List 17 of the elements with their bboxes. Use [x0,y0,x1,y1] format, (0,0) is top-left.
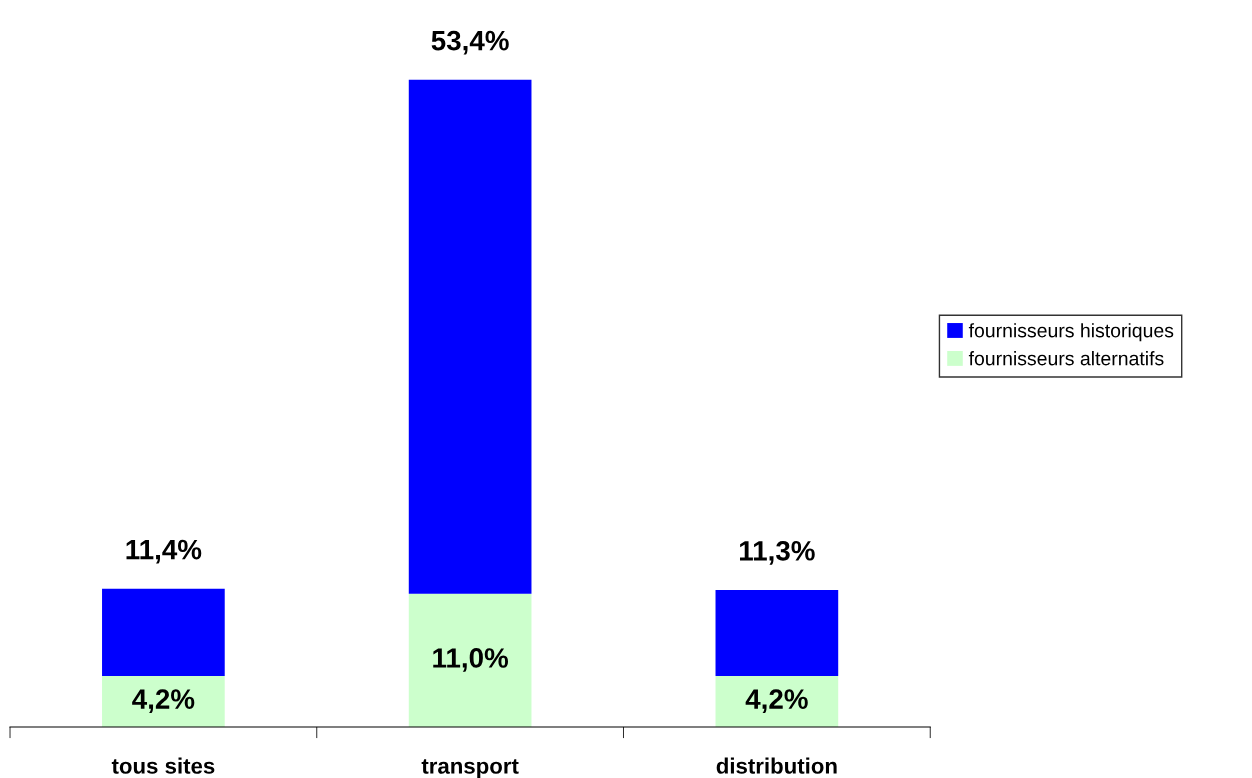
bar [102,588,225,677]
bar [408,593,532,727]
bar [715,590,839,677]
legend-label: fournisseurs historiques [968,323,1174,342]
bar [102,676,225,727]
bar [715,676,839,727]
x-tick-label: transport [421,759,519,778]
x-tick-label: distribution [716,757,837,774]
data-label: 4,2% [132,689,195,713]
total-label: 11,4% [126,539,202,564]
data-label: 4,2% [745,689,808,713]
bar [408,79,532,594]
data-label: 11,0% [433,648,509,672]
total-label: 11,3% [740,540,815,565]
x-tick-label: tous sites [111,757,215,774]
total-label: 53,4% [431,30,509,55]
legend-label: fournisseurs alternatifs [968,351,1164,366]
